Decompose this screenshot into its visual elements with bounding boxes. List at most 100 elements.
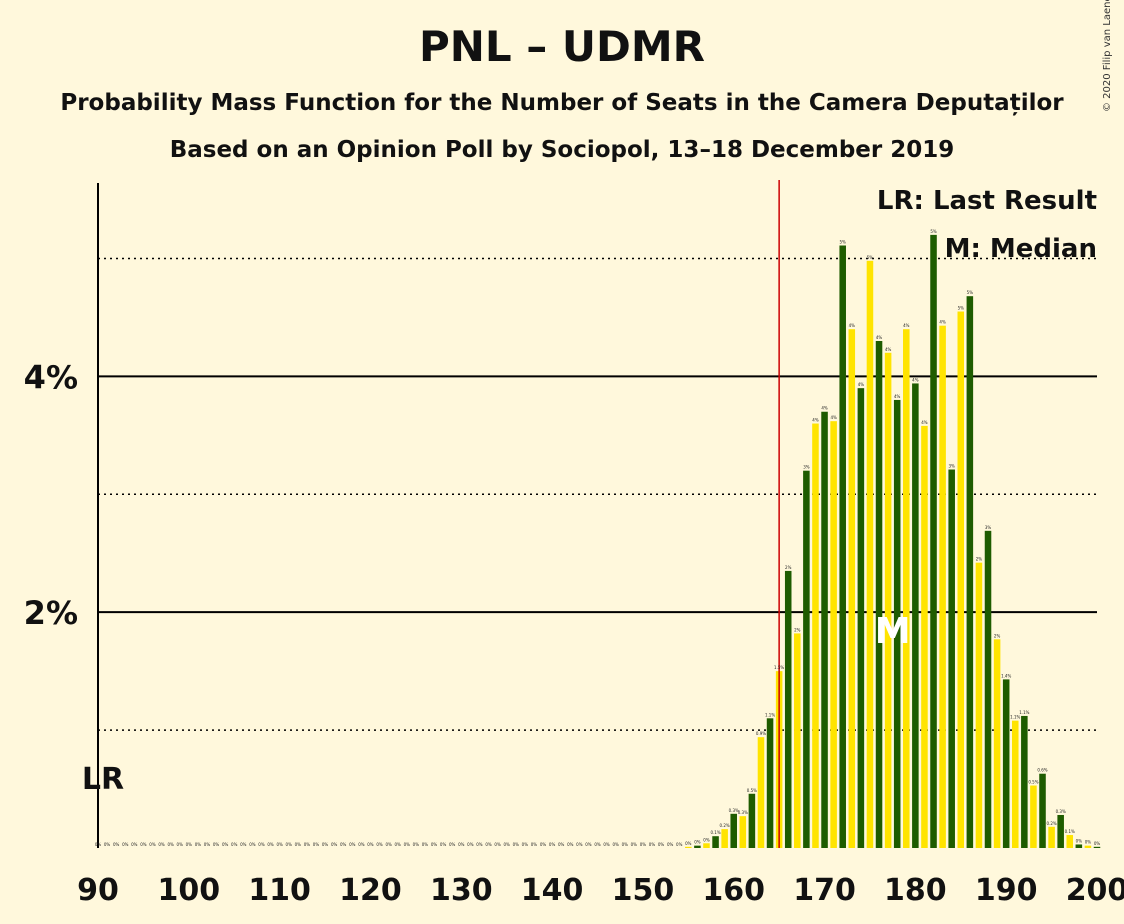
bar-value-label: 0% — [404, 842, 411, 847]
bar-value-label: 0% — [440, 842, 447, 847]
bar-value-label: 0% — [249, 842, 256, 847]
x-tick-label: 150 — [612, 873, 675, 908]
bar-value-label: 0% — [494, 842, 501, 847]
bar-value-label: 0% — [640, 842, 647, 847]
bar-value-label: 1.1% — [1010, 715, 1020, 720]
bar — [884, 352, 892, 848]
bar-value-label: 0% — [603, 842, 610, 847]
gridlines — [97, 183, 1097, 848]
chart-subtitle: Probability Mass Function for the Number… — [60, 90, 1064, 116]
bar-value-label: 1.1% — [765, 712, 775, 717]
bar — [694, 845, 701, 848]
bar-value-label: 0% — [567, 842, 574, 847]
bar-value-label: 0% — [258, 842, 265, 847]
bar-value-label: 0% — [313, 842, 320, 847]
bar-value-label: 4% — [876, 335, 883, 340]
bar-value-label: 0% — [612, 842, 619, 847]
bar — [921, 425, 928, 848]
bar-value-label: 0% — [276, 842, 283, 847]
bar-value-label: 0% — [195, 842, 202, 847]
bar — [957, 311, 965, 848]
bar-value-label: 2% — [994, 633, 1001, 638]
bar — [966, 296, 974, 848]
bar — [784, 570, 792, 848]
bar — [939, 325, 946, 848]
bar-value-label: 1.4% — [1001, 673, 1011, 678]
bar — [875, 340, 883, 848]
bar — [794, 633, 801, 848]
bar — [948, 469, 955, 848]
bar-value-label: 0% — [104, 842, 111, 847]
bar-value-label: 0% — [158, 842, 165, 847]
bar — [766, 718, 774, 848]
bar-value-label: 0% — [694, 840, 701, 845]
bar — [1002, 679, 1010, 848]
bar — [1048, 826, 1055, 848]
bar-value-label: 0% — [140, 842, 147, 847]
bar-value-label: 0% — [186, 842, 193, 847]
chart-title: PNL – UDMR — [418, 22, 706, 71]
bar-value-label: 0% — [1094, 841, 1101, 846]
bar-value-label: 2% — [976, 557, 983, 562]
bar-value-label: 0% — [467, 842, 474, 847]
legend-entry: LR: Last Result — [877, 186, 1097, 216]
bar — [757, 737, 765, 848]
bar-value-label: 0% — [340, 842, 347, 847]
bar — [703, 843, 710, 848]
bar-value-label: 0.6% — [1037, 768, 1047, 773]
x-tick-label: 160 — [702, 873, 765, 908]
bar-value-label: 0% — [204, 842, 211, 847]
bar-value-label: 0% — [358, 842, 365, 847]
bar-value-label: 4% — [921, 420, 928, 425]
bar-value-label: 4% — [939, 320, 946, 325]
bar — [1084, 845, 1092, 848]
bar-value-label: 0% — [531, 842, 538, 847]
bar-value-label: 0.3% — [738, 810, 748, 815]
bar-value-label: 0% — [231, 842, 238, 847]
x-tick-label: 180 — [884, 873, 947, 908]
bar — [739, 816, 747, 848]
bar-value-label: 0% — [113, 842, 120, 847]
bar-value-label: 4% — [903, 323, 910, 328]
bar-value-label: 0% — [667, 842, 674, 847]
bar-value-label: 4% — [912, 377, 919, 382]
bar-value-label: 0% — [95, 842, 102, 847]
bar-value-label: 1.5% — [774, 665, 784, 670]
bar-value-label: 0% — [167, 842, 174, 847]
bar-value-label: 0% — [549, 842, 556, 847]
median-label: M — [875, 611, 911, 652]
bar-value-label: 0% — [331, 842, 338, 847]
bar — [812, 423, 819, 848]
bar — [893, 399, 901, 848]
bar — [1057, 814, 1064, 848]
chart-subtitle-source: Based on an Opinion Poll by Sociopol, 13… — [169, 137, 955, 163]
bar-value-label: 0% — [1076, 838, 1083, 843]
bar — [857, 388, 865, 848]
bar — [993, 639, 1001, 848]
bar-value-label: 0.3% — [1056, 809, 1066, 814]
x-tick-label: 130 — [430, 873, 493, 908]
bar-value-label: 0.5% — [747, 788, 757, 793]
bar-value-label: 0% — [658, 842, 665, 847]
bar-value-label: 0% — [322, 842, 329, 847]
x-tick-label: 120 — [339, 873, 402, 908]
bar-value-label: 0% — [267, 842, 274, 847]
bar — [1030, 785, 1037, 848]
bar-value-label: 0.2% — [1047, 821, 1057, 826]
bar-value-label: 0% — [676, 842, 683, 847]
bar-value-label: 0% — [213, 842, 220, 847]
bar-value-label: 0% — [349, 842, 356, 847]
bar — [984, 530, 992, 848]
y-tick-label: 4% — [24, 358, 78, 396]
x-tick-label: 110 — [248, 873, 311, 908]
bar-value-label: 0% — [240, 842, 247, 847]
x-tick-label: 90 — [77, 873, 119, 908]
bar — [1039, 773, 1046, 848]
x-tick-label: 100 — [158, 873, 221, 908]
bar — [721, 829, 728, 848]
bar-value-label: 2% — [794, 627, 801, 632]
y-tick-label: 2% — [24, 594, 78, 632]
bar-value-label: 0.5% — [1028, 780, 1038, 785]
bar-value-label: 0.1% — [1065, 829, 1075, 834]
bar — [975, 562, 983, 848]
